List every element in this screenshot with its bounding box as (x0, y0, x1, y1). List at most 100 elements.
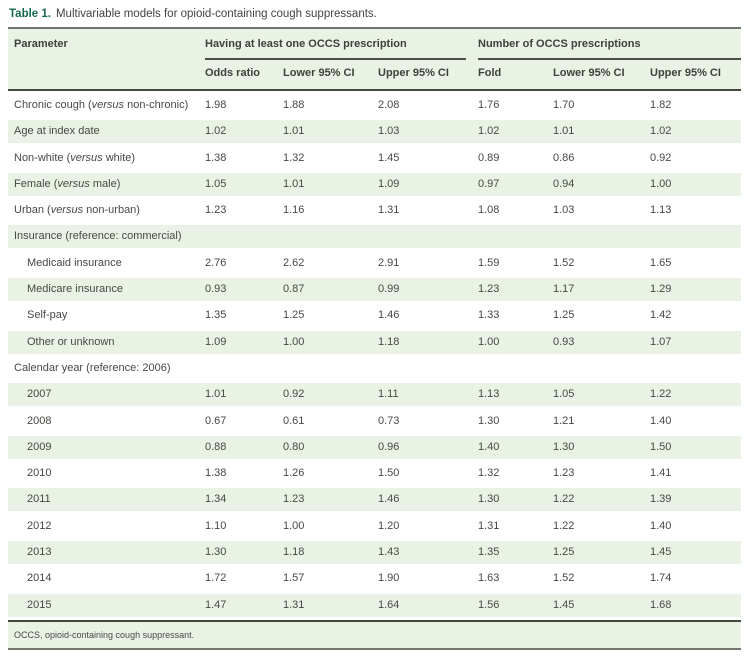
table-row: 2012 1.10 1.00 1.20 1.31 1.22 1.40 (8, 515, 741, 538)
row-value: 1.18 (283, 546, 305, 559)
table-row: Female (versus male) 1.05 1.01 1.09 0.97 0.94… (8, 172, 741, 196)
row-value: 1.30 (553, 440, 575, 453)
row-value: 1.52 (553, 256, 575, 269)
table-row: 2013 1.30 1.18 1.43 1.35 1.25 1.45 (8, 541, 741, 565)
row-value: 1.31 (378, 204, 400, 217)
row-value: 0.67 (205, 414, 227, 427)
table-row: 2009 0.88 0.80 0.96 1.40 1.30 1.50 (8, 435, 741, 459)
row-value: 1.47 (205, 598, 227, 611)
row-value: 0.96 (378, 440, 400, 453)
row-value: 0.73 (378, 414, 400, 427)
group-underline (205, 58, 466, 60)
row-value: 1.02 (650, 125, 672, 138)
row-value: 1.45 (650, 546, 672, 559)
row-value: 1.10 (205, 519, 227, 532)
row-value: 1.32 (283, 151, 305, 164)
row-value: 1.00 (283, 335, 305, 348)
row-value: 0.86 (553, 151, 575, 164)
row-value: 1.25 (283, 309, 305, 322)
table-row: Non-white (versus white) 1.38 1.32 1.45 0.89… (8, 147, 741, 170)
row-label: 2015 (27, 598, 52, 611)
row-value: 0.99 (378, 283, 400, 296)
row-value: 1.63 (478, 572, 500, 585)
table-caption-number: Table 1. (9, 8, 51, 20)
row-value: 1.43 (378, 546, 400, 559)
row-value: 1.76 (478, 99, 500, 111)
column-group-number-occs: Number of OCCS prescriptions Fold Lower … (478, 38, 741, 89)
row-value: 1.50 (650, 440, 672, 453)
row-label: 2008 (27, 414, 52, 427)
column-header-lower-ci-1: Lower 95% CI (283, 67, 355, 79)
row-value: 1.38 (205, 151, 227, 164)
table-section-row: Insurance (reference: commercial) (8, 225, 741, 249)
row-value: 1.90 (378, 572, 400, 585)
row-value: 2.62 (283, 256, 305, 269)
column-header-parameter: Parameter (14, 38, 68, 50)
table-row: 2007 1.01 0.92 1.11 1.13 1.05 1.22 (8, 383, 741, 407)
row-value: 0.93 (553, 335, 575, 348)
table-row: Medicare insurance 0.93 0.87 0.99 1.23 1.17 1.… (8, 278, 741, 302)
row-value: 1.45 (378, 151, 400, 164)
row-label: 2007 (27, 388, 52, 401)
row-value: 1.31 (283, 598, 305, 611)
table-row: 2010 1.38 1.26 1.50 1.32 1.23 1.41 (8, 462, 741, 485)
row-value: 1.02 (205, 125, 227, 138)
row-label: Urban (versus non-urban) (14, 204, 140, 217)
column-header-upper-ci-2: Upper 95% CI (650, 67, 721, 79)
row-label: Self-pay (27, 309, 68, 322)
row-value: 1.40 (478, 440, 500, 453)
row-value: 0.89 (478, 151, 500, 164)
row-label: 2009 (27, 440, 52, 453)
row-value: 1.45 (553, 598, 575, 611)
row-value: 1.23 (553, 467, 575, 480)
row-value: 1.25 (553, 546, 575, 559)
column-group-occs-prescription: Having at least one OCCS prescription Od… (205, 38, 478, 89)
group-header-number-occs: Number of OCCS prescriptions (478, 38, 641, 50)
row-value: 1.02 (478, 125, 500, 138)
row-value: 1.59 (478, 256, 500, 269)
row-label: Other or unknown (27, 335, 115, 348)
row-label: Calendar year (reference: 2006) (14, 361, 171, 374)
table-row: 2008 0.67 0.61 0.73 1.30 1.21 1.40 (8, 410, 741, 433)
table-row: 2014 1.72 1.57 1.90 1.63 1.52 1.74 (8, 567, 741, 590)
row-value: 1.05 (553, 388, 575, 401)
paper-table-page: Table 1. Multivariable models for opioid-… (8, 7, 741, 650)
row-value: 1.20 (378, 519, 400, 532)
table-caption: Table 1. Multivariable models for opioid-… (9, 7, 741, 21)
row-value: 1.88 (283, 99, 305, 111)
row-value: 1.74 (650, 572, 672, 585)
row-value: 1.50 (378, 467, 400, 480)
row-value: 1.22 (553, 519, 575, 532)
table-row: Urban (versus non-urban) 1.23 1.16 1.31 1.08… (8, 199, 741, 222)
column-header-upper-ci-1: Upper 95% CI (378, 67, 449, 79)
row-value: 1.30 (478, 493, 500, 506)
row-label: Chronic cough (versus non-chronic) (14, 99, 189, 111)
row-value: 0.93 (205, 283, 227, 296)
footnote-top-rule (8, 619, 741, 622)
row-value: 1.98 (205, 99, 227, 111)
row-label: Female (versus male) (14, 177, 121, 190)
row-value: 1.46 (378, 493, 400, 506)
row-value: 1.39 (650, 493, 672, 506)
row-value: 0.97 (478, 177, 500, 190)
row-label: 2012 (27, 519, 52, 532)
row-value: 1.38 (205, 467, 227, 480)
row-value: 0.87 (283, 283, 305, 296)
row-value: 1.00 (478, 335, 500, 348)
row-label: 2013 (27, 546, 52, 559)
row-value: 1.29 (650, 283, 672, 296)
table-row: Self-pay 1.35 1.25 1.46 1.33 1.25 1.42 (8, 304, 741, 327)
row-value: 1.30 (205, 546, 227, 559)
row-value: 2.76 (205, 256, 227, 269)
row-label: Medicaid insurance (27, 256, 122, 269)
row-label: Age at index date (14, 125, 100, 138)
header-bottom-rule (8, 89, 741, 91)
row-value: 1.46 (378, 309, 400, 322)
row-value: 1.05 (205, 177, 227, 190)
row-value: 1.31 (478, 519, 500, 532)
table-row: Other or unknown 1.09 1.00 1.18 1.00 0.93 1.07 (8, 330, 741, 354)
row-label: Medicare insurance (27, 283, 123, 296)
row-value: 1.25 (553, 309, 575, 322)
row-value: 0.80 (283, 440, 305, 453)
table-row: Chronic cough (versus non-chronic) 1.98 1.… (8, 94, 741, 117)
